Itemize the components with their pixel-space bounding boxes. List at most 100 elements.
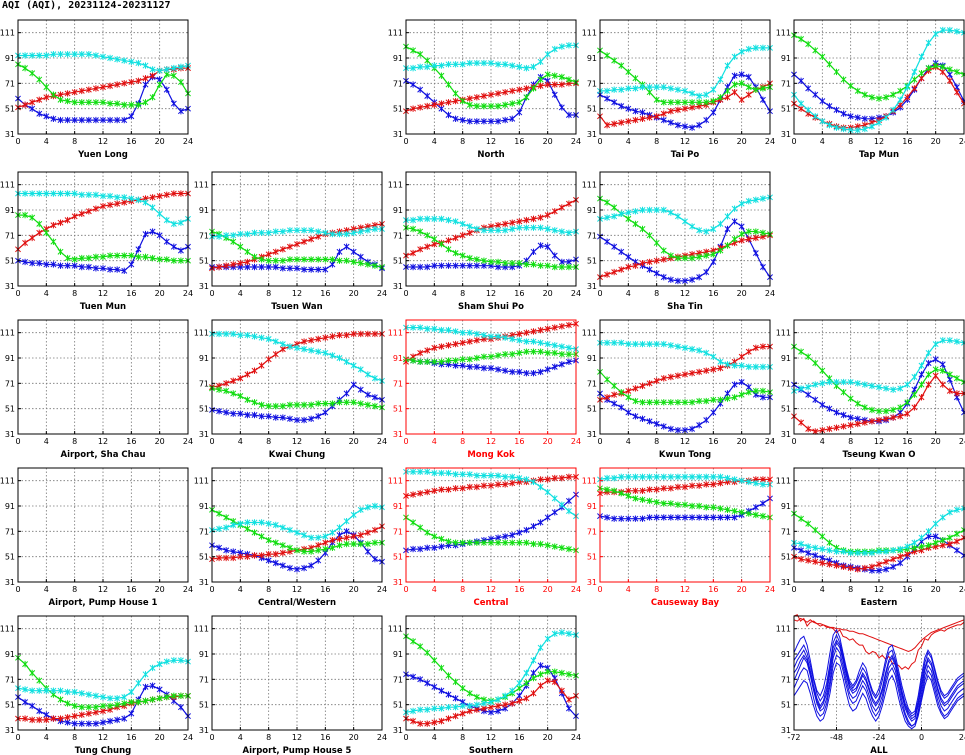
data-point-cyan <box>710 86 717 93</box>
data-point-red <box>438 100 445 107</box>
data-point-blue <box>544 514 551 521</box>
data-point-cyan <box>107 192 114 200</box>
data-point-red <box>611 268 618 276</box>
data-point-red <box>667 485 674 492</box>
y-tick-label: 51 <box>587 257 597 266</box>
data-point-blue <box>350 248 357 255</box>
data-point-cyan <box>544 51 551 58</box>
data-point-blue <box>410 263 417 271</box>
data-point-green <box>689 399 696 406</box>
chart-title: Airport, Pump House 5 <box>243 746 352 755</box>
data-point-cyan <box>918 53 925 60</box>
chart-title: Eastern <box>861 598 898 608</box>
data-point-red <box>890 414 897 421</box>
x-tick-label: 24 <box>959 585 965 594</box>
data-point-cyan <box>230 330 237 338</box>
data-point-cyan <box>452 218 459 225</box>
x-tick-label: 8 <box>266 437 271 446</box>
data-point-cyan <box>502 61 509 68</box>
data-point-red <box>279 246 286 253</box>
data-point-green <box>925 64 932 72</box>
data-point-cyan <box>135 679 142 687</box>
data-point-green <box>114 252 121 259</box>
x-tick-label: 16 <box>126 733 136 742</box>
data-point-blue <box>417 676 424 683</box>
data-point-blue <box>286 265 293 272</box>
data-point-red <box>759 343 766 350</box>
data-point-cyan <box>745 478 752 486</box>
data-point-green <box>516 260 523 267</box>
data-point-blue <box>918 371 925 378</box>
data-point-cyan <box>64 190 71 197</box>
data-point-blue <box>121 116 128 124</box>
data-point-red <box>445 342 452 349</box>
data-point-red <box>551 474 558 482</box>
data-point-red <box>107 82 114 90</box>
y-tick-label: 31 <box>393 578 403 587</box>
data-point-green <box>488 102 494 110</box>
data-point-red <box>424 102 431 110</box>
data-point-green <box>660 500 667 507</box>
data-point-red <box>861 419 868 426</box>
data-point-red <box>495 90 502 97</box>
data-point-green <box>819 53 826 60</box>
data-point-blue <box>452 262 459 269</box>
data-point-red <box>558 81 565 88</box>
data-point-blue <box>343 528 350 535</box>
data-point-cyan <box>163 66 170 73</box>
data-point-cyan <box>523 476 530 483</box>
data-point-blue <box>565 111 572 119</box>
x-tick-label: 24 <box>377 585 387 594</box>
data-point-green <box>286 256 293 263</box>
data-point-green <box>459 539 466 546</box>
data-point-cyan <box>364 227 371 234</box>
data-point-green <box>932 366 939 373</box>
data-point-cyan <box>223 524 230 531</box>
data-point-green <box>410 47 417 54</box>
data-point-green <box>911 76 918 83</box>
y-tick-label: 31 <box>199 578 209 587</box>
data-point-cyan <box>840 548 847 555</box>
data-point-green <box>759 387 766 395</box>
data-point-green <box>812 47 819 54</box>
x-tick-label: 24 <box>765 137 775 146</box>
data-point-blue <box>272 414 279 421</box>
y-tick-label: 111 <box>194 625 209 634</box>
data-point-green <box>632 220 639 228</box>
y-tick-label: 91 <box>781 502 791 511</box>
data-point-green <box>696 99 703 106</box>
data-point-blue <box>558 104 565 111</box>
data-point-red <box>710 366 717 373</box>
x-tick-label: 0 <box>403 289 408 298</box>
data-point-blue <box>452 695 459 702</box>
data-point-cyan <box>50 190 57 197</box>
data-point-blue <box>265 263 272 271</box>
data-point-green <box>516 349 523 357</box>
data-point-green <box>653 239 660 247</box>
data-point-cyan <box>29 687 36 694</box>
x-tick-label: 20 <box>349 585 359 594</box>
x-tick-label: 8 <box>654 289 659 298</box>
data-point-blue <box>156 232 163 239</box>
data-point-cyan <box>57 687 64 694</box>
x-tick-label: 12 <box>292 289 302 298</box>
data-point-green <box>343 257 350 264</box>
data-point-cyan <box>833 378 840 386</box>
data-point-cyan <box>107 54 114 62</box>
data-point-blue <box>509 115 516 122</box>
data-point-cyan <box>265 520 272 527</box>
data-point-blue <box>523 526 530 534</box>
data-point-red <box>495 481 502 488</box>
chart-tap-mun: 0481216202431517191111Tap Mun <box>776 19 965 160</box>
y-tick-label: 31 <box>587 430 597 439</box>
data-point-red <box>424 243 431 250</box>
data-point-green <box>78 254 85 262</box>
data-point-green <box>639 399 646 406</box>
data-point-cyan <box>646 83 653 91</box>
y-tick-label: 91 <box>587 206 597 215</box>
data-point-cyan <box>502 692 509 699</box>
data-point-green <box>682 399 688 406</box>
data-point-blue <box>78 263 85 271</box>
data-point-cyan <box>286 526 293 534</box>
data-point-green <box>265 257 272 264</box>
